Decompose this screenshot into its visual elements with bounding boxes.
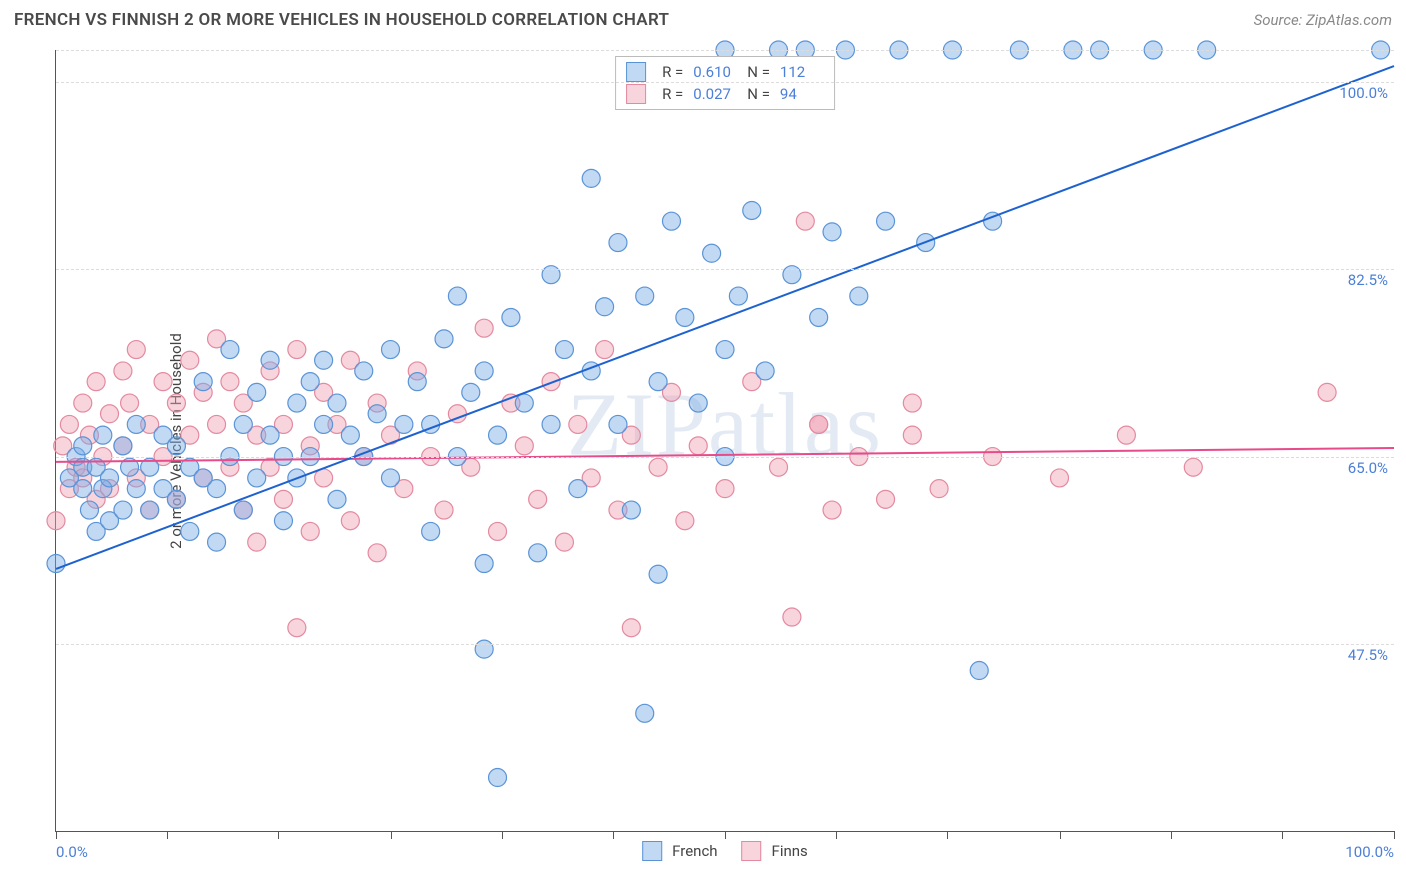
x-tick xyxy=(725,831,726,839)
n-label: N = xyxy=(747,63,770,81)
swatch-french xyxy=(626,62,646,82)
scatter-plot-svg xyxy=(56,50,1394,831)
source-attribution: Source: ZipAtlas.com xyxy=(1254,11,1392,29)
x-tick xyxy=(1282,831,1283,839)
n-value-french: 112 xyxy=(780,63,824,81)
legend-item-finns: Finns xyxy=(742,840,808,861)
legend-item-french: French xyxy=(642,840,717,861)
x-tick xyxy=(167,831,168,839)
n-label: N = xyxy=(747,85,770,103)
y-tick-label: 82.5% xyxy=(1348,271,1388,289)
x-tick xyxy=(502,831,503,839)
r-label: R = xyxy=(662,85,683,103)
gridline xyxy=(56,269,1394,270)
gridline xyxy=(56,644,1394,645)
x-tick xyxy=(56,831,57,839)
x-tick xyxy=(391,831,392,839)
gridline xyxy=(56,50,1394,51)
x-axis-end-label: 100.0% xyxy=(1345,843,1394,861)
correlation-row-finns: R = 0.027 N = 94 xyxy=(626,83,824,105)
chart-plot-area: 2 or more Vehicles in Household ZIPatlas… xyxy=(55,50,1394,832)
x-tick xyxy=(947,831,948,839)
legend-label-finns: Finns xyxy=(772,842,808,860)
gridline xyxy=(56,82,1394,83)
swatch-finns xyxy=(626,84,646,104)
x-tick xyxy=(613,831,614,839)
series-legend: French Finns xyxy=(642,840,808,861)
y-tick-label: 65.0% xyxy=(1348,459,1388,477)
legend-label-french: French xyxy=(672,842,717,860)
r-value-french: 0.610 xyxy=(693,63,737,81)
swatch-finns xyxy=(742,841,762,861)
x-tick xyxy=(278,831,279,839)
r-label: R = xyxy=(662,63,683,81)
y-tick-label: 47.5% xyxy=(1348,646,1388,664)
correlation-row-french: R = 0.610 N = 112 xyxy=(626,61,824,83)
chart-title: FRENCH VS FINNISH 2 OR MORE VEHICLES IN … xyxy=(14,10,669,30)
x-tick xyxy=(836,831,837,839)
n-value-finns: 94 xyxy=(780,85,824,103)
r-value-finns: 0.027 xyxy=(693,85,737,103)
x-tick xyxy=(1060,831,1061,839)
gridline xyxy=(56,457,1394,458)
swatch-french xyxy=(642,841,662,861)
y-tick-label: 100.0% xyxy=(1339,84,1388,102)
x-axis-start-label: 0.0% xyxy=(56,843,88,861)
x-tick xyxy=(1171,831,1172,839)
x-tick xyxy=(1394,831,1395,839)
